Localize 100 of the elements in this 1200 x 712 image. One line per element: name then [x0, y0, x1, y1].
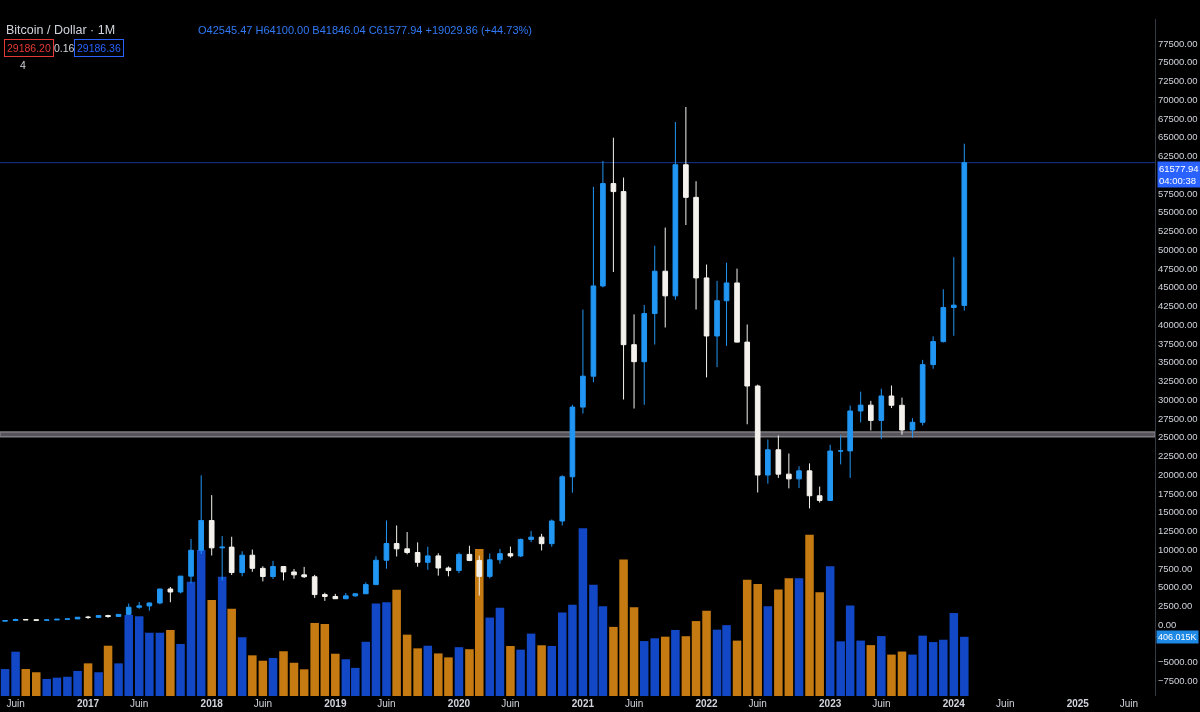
candlestick [837, 434, 844, 465]
y-tick-label: 37500.00 [1157, 337, 1198, 349]
x-tick-label: Juin [377, 698, 396, 709]
candlestick [54, 618, 60, 621]
candlestick [497, 548, 503, 565]
candlestick [878, 388, 885, 440]
y-tick-label: 15000.00 [1157, 506, 1198, 518]
bar [134, 616, 144, 696]
y-tick-label: 10000.00 [1157, 543, 1198, 555]
candlestick [651, 245, 658, 346]
y-tick-label: 0.00 [1157, 618, 1177, 630]
bar [11, 651, 20, 696]
y-tick-label: 40000.00 [1157, 318, 1198, 330]
bar [939, 639, 948, 696]
candlestick [343, 592, 349, 600]
x-tick-label: Juin [624, 698, 644, 709]
bar [299, 669, 309, 696]
bar [258, 660, 268, 696]
candlestick [857, 391, 864, 423]
bar [237, 637, 247, 696]
y-tick-label: 25000.00 [1157, 431, 1198, 443]
candlestick [909, 417, 916, 439]
candlestick [517, 538, 524, 558]
x-tick-label: 2025 [1066, 698, 1090, 709]
y-tick-label: 30000.00 [1157, 393, 1198, 405]
y-tick-label: 55000.00 [1157, 206, 1198, 218]
x-tick-label: 2018 [200, 698, 224, 709]
bar [310, 622, 319, 696]
x-tick-label: 2019 [324, 698, 347, 709]
candlestick [2, 619, 8, 622]
bar [629, 607, 639, 696]
bar [866, 645, 876, 696]
candlestick [734, 268, 740, 343]
bar [794, 578, 804, 696]
candlestick [322, 592, 328, 602]
bar [52, 677, 62, 696]
bar [279, 651, 288, 696]
x-tick-label: 2017 [76, 698, 100, 709]
bar [371, 603, 381, 696]
bar [949, 613, 959, 696]
candlestick [816, 486, 823, 504]
bar [784, 578, 794, 696]
y-tick-label: 12500.00 [1157, 525, 1198, 537]
candlestick [786, 453, 792, 489]
x-tick-label: Juin [748, 698, 767, 709]
candlestick [424, 546, 431, 571]
candlestick [590, 186, 597, 383]
bar [877, 636, 886, 696]
x-tick-label: Juin [253, 698, 273, 709]
bar [732, 640, 742, 696]
x-tick-label: Juin [996, 698, 1015, 709]
bar [207, 599, 216, 696]
candlestick [528, 530, 534, 543]
y-tick-label: 45000.00 [1157, 281, 1198, 293]
candlestick [744, 324, 751, 425]
bar [145, 632, 154, 696]
y-tick-label: 20000.00 [1157, 468, 1198, 480]
candlestick [249, 549, 256, 573]
candlestick [260, 565, 266, 582]
bar [186, 581, 196, 696]
bar [650, 638, 659, 696]
bar [392, 589, 401, 696]
y-tick-label: 27500.00 [1157, 412, 1198, 424]
candlestick [486, 552, 493, 579]
bar [516, 649, 525, 696]
candlestick [239, 550, 245, 577]
y-tick-label: 35000.00 [1157, 356, 1198, 368]
candlestick [559, 474, 566, 527]
y-tick-label: 62500.00 [1157, 150, 1198, 162]
y-tick-label: 70000.00 [1157, 93, 1198, 105]
candlestick [208, 494, 215, 557]
y-tick-label: 65000.00 [1157, 131, 1198, 143]
y-tick-label: 17500.00 [1157, 487, 1198, 499]
candlestick [703, 264, 710, 378]
candlestick [393, 525, 400, 557]
bar [83, 663, 93, 696]
candlestick [919, 359, 926, 426]
candlestick [115, 613, 122, 617]
candlestick [280, 565, 287, 581]
y-tick-label: 2500.00 [1157, 600, 1193, 612]
candlestick [12, 618, 19, 622]
bar [155, 632, 165, 696]
candlestick [775, 435, 782, 479]
bar [331, 653, 340, 696]
candlestick [466, 545, 473, 562]
candlestick [662, 227, 669, 328]
candlestick [868, 400, 874, 431]
candlestick [580, 309, 586, 415]
x-tick-label: Juin [501, 698, 520, 709]
bar [94, 672, 103, 696]
candlestick [125, 603, 132, 615]
bar [526, 633, 536, 696]
candlestick [806, 462, 813, 509]
annotation: 29186.20 [7, 42, 51, 54]
candlestick [157, 588, 163, 605]
bar [227, 608, 236, 696]
candlestick [507, 546, 514, 559]
candlestick [136, 601, 143, 610]
annotation: 0.16 [54, 42, 75, 54]
y-tick-label: 22500.00 [1157, 450, 1198, 462]
